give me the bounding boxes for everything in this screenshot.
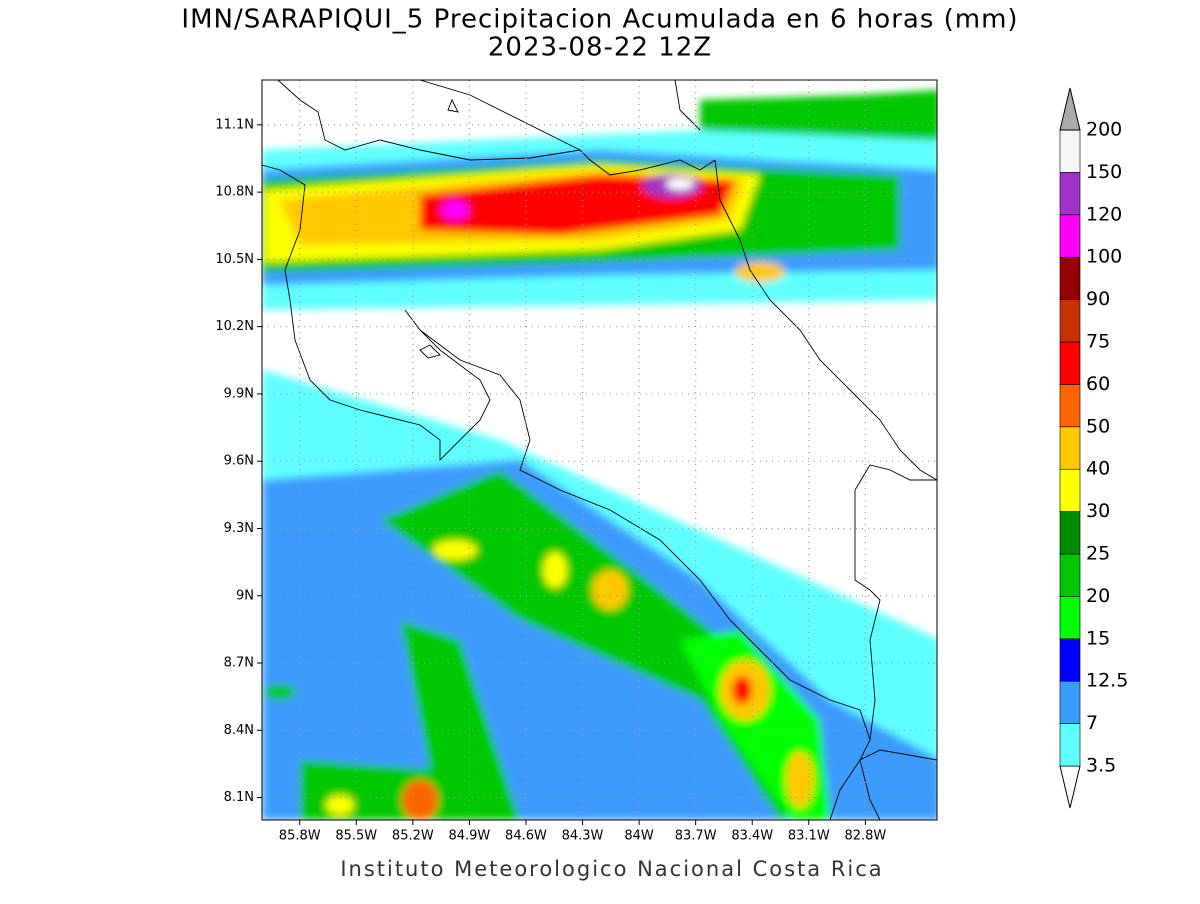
y-tick-label: 9.9N	[224, 386, 254, 401]
x-tick-label: 84W	[624, 829, 654, 844]
subtitle: 2023-08-22 12Z	[488, 33, 712, 63]
colorbar-box	[1059, 384, 1081, 428]
colorbar-label: 100	[1086, 246, 1122, 268]
colorbar-box	[1059, 638, 1081, 682]
colorbar-label: 20	[1086, 585, 1110, 607]
colorbar-box	[1059, 596, 1081, 640]
title: IMN/SARAPIQUI_5 Precipitacion Acumulada …	[181, 5, 1018, 35]
colorbar-box	[1059, 299, 1081, 343]
colorbar-box	[1059, 680, 1081, 724]
x-tick-label: 83.7W	[675, 829, 717, 844]
colorbar-box	[1059, 129, 1081, 173]
y-tick-label: 9N	[236, 588, 254, 603]
coastline	[262, 80, 937, 820]
y-tick-label: 8.1N	[224, 790, 254, 805]
colorbar-label: 50	[1086, 415, 1110, 437]
y-tick-label: 11.1N	[215, 117, 254, 132]
colorbar-box	[1059, 553, 1081, 597]
x-tick-label: 84.6W	[505, 829, 547, 844]
colorbar-label: 12.5	[1086, 670, 1128, 692]
colorbar-box	[1059, 256, 1081, 300]
rain-north	[262, 90, 937, 310]
colorbar-box	[1059, 214, 1081, 258]
x-tick-label: 82.8W	[844, 829, 886, 844]
y-tick-label: 8.4N	[224, 723, 254, 738]
x-tick-label: 85.8W	[279, 829, 321, 844]
y-tick-label: 10.8N	[215, 185, 254, 200]
x-tick-label: 83.1W	[788, 829, 830, 844]
colorbar-label: 200	[1086, 119, 1122, 141]
y-tick-label: 10.5N	[215, 252, 254, 267]
y-tick-label: 9.3N	[224, 521, 254, 536]
y-tick-label: 8.7N	[224, 656, 254, 671]
y-tick-label: 10.2N	[215, 319, 254, 334]
x-tick-label: 85.2W	[392, 829, 434, 844]
x-tick-label: 85.5W	[335, 829, 377, 844]
precip-field	[262, 80, 937, 820]
footer: Instituto Meteorologico Nacional Costa R…	[340, 857, 883, 881]
x-tick-label: 84.9W	[448, 829, 490, 844]
colorbar-label: 90	[1086, 288, 1110, 310]
colorbar-label: 25	[1086, 543, 1110, 565]
x-tick-label: 83.4W	[731, 829, 773, 844]
x-tick-label: 84.3W	[562, 829, 604, 844]
colorbar-box	[1059, 723, 1081, 767]
colorbar-arrow-high	[1059, 87, 1081, 131]
colorbar-label: 3.5	[1086, 755, 1116, 777]
colorbar-box	[1059, 341, 1081, 385]
colorbar-label: 7	[1086, 712, 1098, 734]
y-tick-label: 9.6N	[224, 454, 254, 469]
colorbar-box	[1059, 426, 1081, 470]
colorbar-label: 120	[1086, 203, 1122, 225]
colorbar-box	[1059, 172, 1081, 216]
colorbar-arrow-low	[1059, 765, 1081, 809]
colorbar-label: 75	[1086, 331, 1110, 353]
colorbar-label: 30	[1086, 500, 1110, 522]
colorbar-label: 150	[1086, 161, 1122, 183]
colorbar-label: 40	[1086, 458, 1110, 480]
colorbar-label: 15	[1086, 627, 1110, 649]
colorbar-label: 60	[1086, 373, 1110, 395]
colorbar-box	[1059, 511, 1081, 555]
colorbar-box	[1059, 468, 1081, 512]
plot-frame	[261, 79, 938, 821]
